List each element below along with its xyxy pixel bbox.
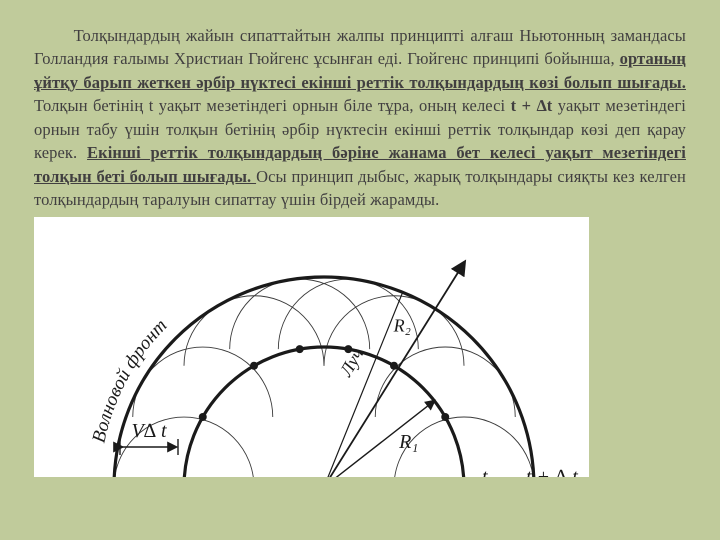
source-point [390, 362, 398, 370]
figure-container: R₁R₂V∆ tOЛучВолновой фронтtt + ∆ t [34, 217, 686, 477]
source-point [441, 413, 449, 421]
source-point [199, 413, 207, 421]
body-paragraph: Толқындардың жайын сипаттайтын жалпы при… [34, 24, 686, 211]
label-vdt: V∆ t [131, 420, 166, 442]
source-point [296, 346, 304, 354]
label-t-plus-dt: t + ∆ t [526, 466, 578, 477]
label-r1: R₁ [398, 431, 418, 453]
text-intro: Толқындардың жайын сипаттайтын жалпы при… [34, 26, 686, 68]
t-plus-dt: t + ∆t [511, 96, 553, 115]
text-mid-a: Толқын бетінің t уақыт мезетіндегі орнын… [34, 96, 511, 115]
label-t: t [482, 466, 488, 477]
source-point [250, 362, 258, 370]
huygens-diagram: R₁R₂V∆ tOЛучВолновой фронтtt + ∆ t [34, 217, 589, 477]
slide: Толқындардың жайын сипаттайтын жалпы при… [0, 0, 720, 540]
label-r2: R₂ [393, 316, 411, 336]
